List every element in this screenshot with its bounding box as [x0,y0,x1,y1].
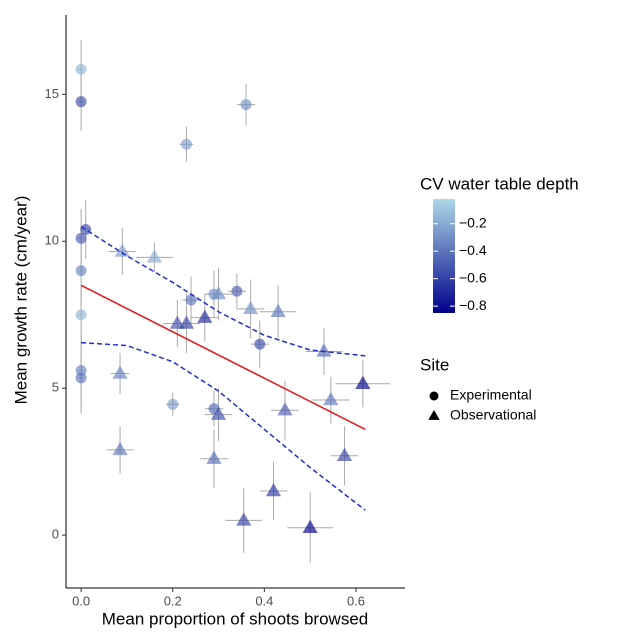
point [236,512,252,526]
legend-label: Observational [450,407,536,423]
legend-symbol [429,391,439,401]
point [112,365,128,379]
point [206,450,222,464]
point [75,63,87,75]
point [323,391,339,406]
legend-label: Experimental [450,387,532,403]
fit-line [80,284,366,430]
point [270,303,286,317]
x-tick-label: 0.4 [255,593,273,608]
point [210,406,227,420]
point [355,375,371,389]
fit-line [81,341,366,511]
point [210,286,227,300]
colorbar-tick-label: −0.6 [459,269,487,285]
y-tick-label: 0 [52,527,59,542]
point [185,294,197,306]
point [254,338,266,350]
point [75,309,87,321]
point [231,285,243,297]
y-axis-title: Mean growth rate (cm/year) [11,196,30,405]
y-tick-label: 15 [45,86,59,101]
point [114,243,130,257]
y-tick-label: 10 [45,233,59,248]
point [336,447,353,461]
y-tick-label: 5 [52,380,59,395]
x-tick-label: 0.0 [72,593,90,608]
x-tick-label: 0.6 [347,593,365,608]
colorbar [433,199,455,313]
point [75,372,87,384]
colorbar-tick-label: −0.4 [459,242,487,258]
fit-line [80,225,366,357]
point [75,265,87,277]
point [265,483,282,497]
point [75,232,87,244]
point [243,300,259,315]
legend-symbol [428,410,440,420]
point [178,315,195,329]
point [316,343,332,357]
colorbar-tick-label: −0.8 [459,297,487,313]
x-tick-label: 0.2 [164,593,182,608]
point [167,398,179,410]
point [75,96,87,108]
x-axis-title: Mean proportion of shoots browsed [102,609,369,628]
point [80,224,92,236]
colorbar-title: CV water table depth [420,174,579,193]
point [240,99,252,111]
legend-title: Site [420,355,449,374]
point [197,309,213,323]
colorbar-tick-label: −0.2 [459,214,487,230]
point [180,138,192,150]
point [277,402,293,416]
point [146,249,163,263]
point [112,441,128,456]
point [302,519,318,533]
